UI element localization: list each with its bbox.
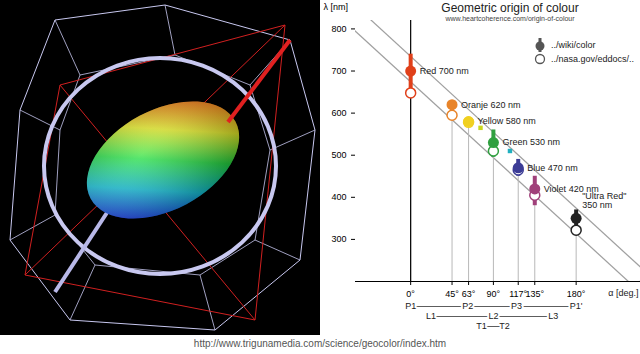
svg-text:600: 600 [331, 108, 346, 118]
svg-text:Oranje 620 nm: Oranje 620 nm [461, 100, 521, 110]
svg-text:135°: 135° [525, 289, 544, 299]
svg-text:180°: 180° [567, 289, 586, 299]
html-text:www.heartcoherence.com/origin-: www.heartcoherence.com/origin-of-colour [445, 15, 575, 22]
svg-text:500: 500 [331, 150, 346, 160]
svg-text:T1: T1 [476, 321, 487, 331]
svg-text:T2: T2 [499, 321, 510, 331]
svg-text:0°: 0° [406, 289, 415, 299]
svg-text:90°: 90° [487, 289, 501, 299]
svg-text:P1': P1' [570, 301, 583, 311]
svg-text:Violet 420 nm: Violet 420 nm [543, 183, 599, 194]
html-text:http://www.trigunamedia.com/sc: http://www.trigunamedia.com/science/geoc… [193, 338, 447, 349]
svg-text:L2: L2 [488, 311, 498, 321]
svg-text:P1: P1 [405, 301, 416, 311]
svg-text:800: 800 [331, 24, 346, 34]
svg-text:400: 400 [331, 192, 346, 202]
svg-text:λ [nm]: λ [nm] [324, 2, 349, 12]
html-text:../nasa.gov/eddocs/..: ../nasa.gov/eddocs/.. [550, 54, 634, 64]
svg-text:P2: P2 [462, 301, 473, 311]
svg-text:Blue 470 nm: Blue 470 nm [527, 163, 578, 173]
svg-text:45°: 45° [445, 289, 459, 299]
svg-text:700: 700 [331, 66, 346, 76]
svg-text:"Ultra Red"350 nm: "Ultra Red"350 nm [582, 191, 626, 210]
svg-text:Green 530 nm: Green 530 nm [502, 137, 560, 147]
html-text:../wiki/color: ../wiki/color [550, 40, 596, 50]
svg-text:300: 300 [331, 234, 346, 244]
svg-text:117°: 117° [509, 288, 528, 299]
svg-text:P3: P3 [511, 301, 522, 311]
svg-text:63°: 63° [462, 289, 476, 299]
svg-text:L3: L3 [548, 311, 558, 321]
svg-text:Yellow 580 nm: Yellow 580 nm [478, 116, 536, 126]
svg-text:α [deg.]: α [deg.] [608, 288, 638, 298]
html-text:Geometric origin of colour: Geometric origin of colour [441, 1, 579, 15]
svg-text:Red 700 nm: Red 700 nm [420, 66, 469, 76]
svg-text:L1: L1 [426, 311, 436, 321]
